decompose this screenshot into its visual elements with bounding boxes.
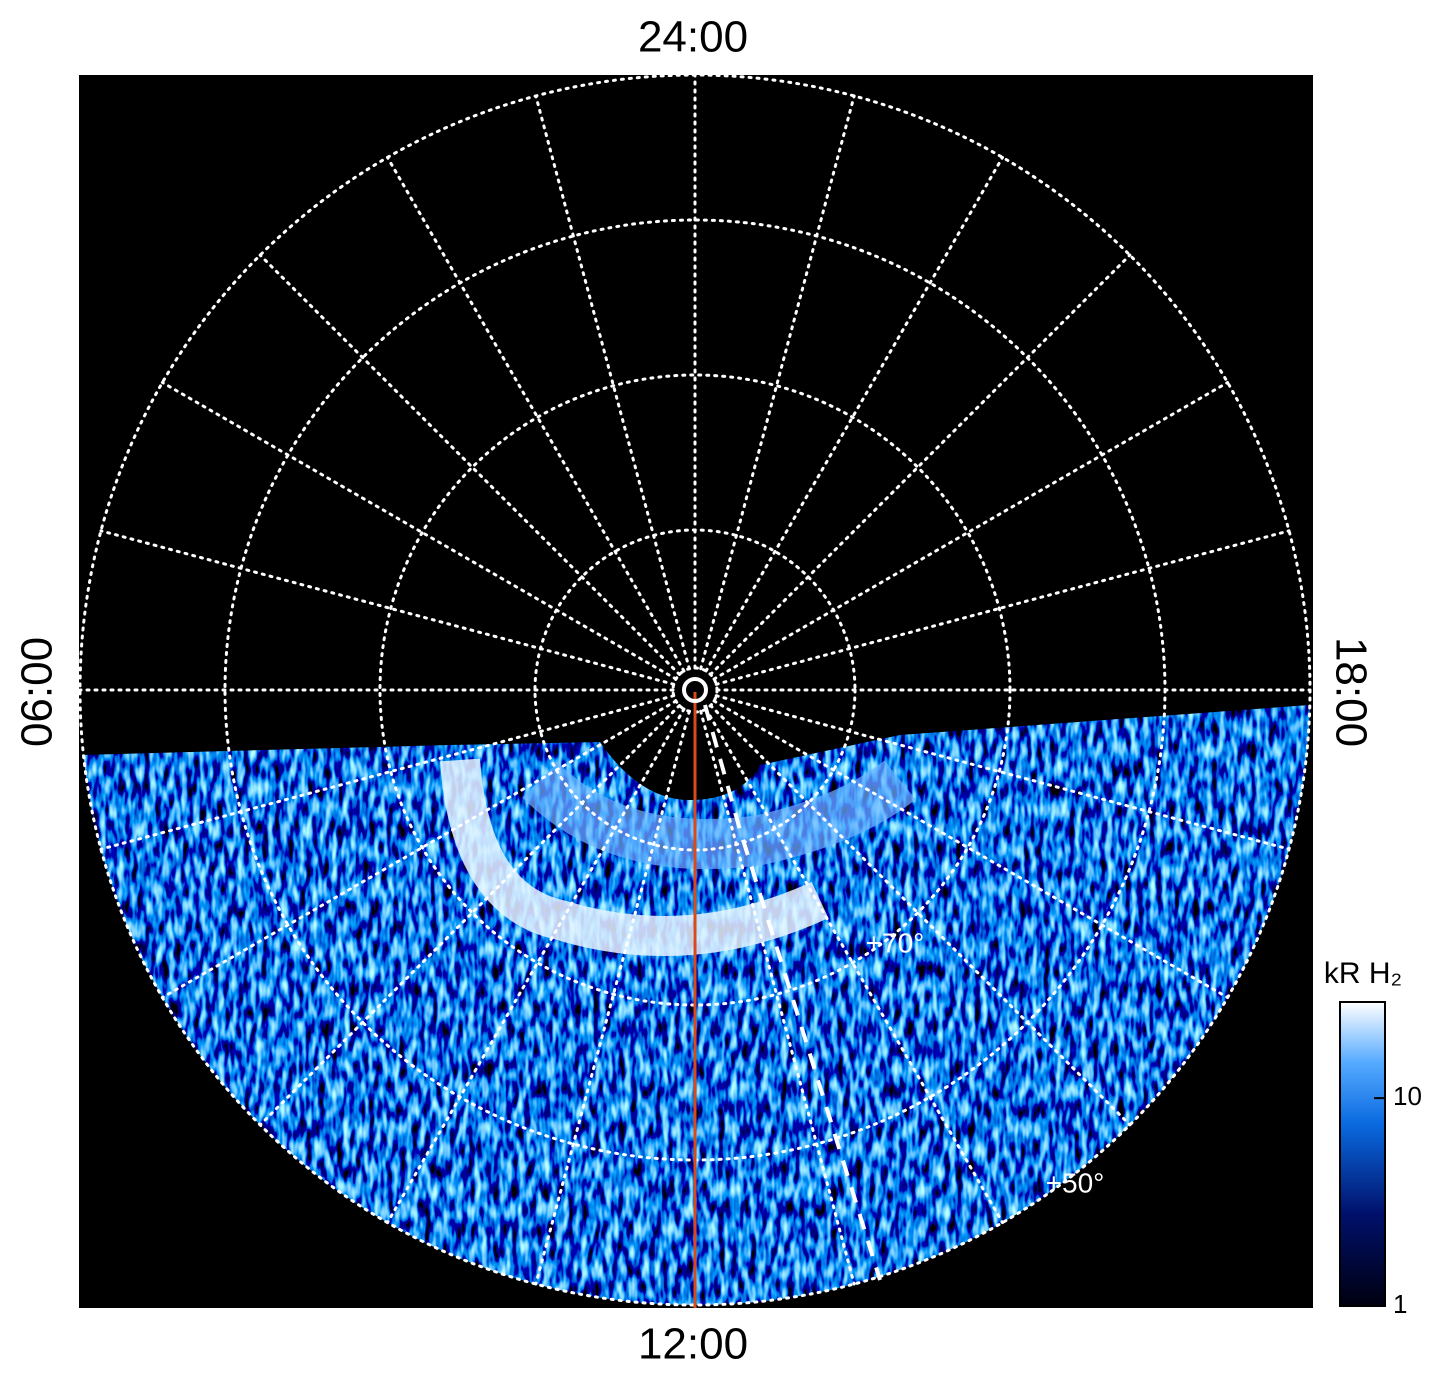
local-time-label: 18:00 [1326,637,1375,747]
meridian [714,694,1291,851]
colorbar-ticks: 1 10 [1374,1081,1422,1319]
meridian [712,699,1230,999]
meridian [386,707,686,1225]
grid [78,73,1312,1307]
colorbar [1339,1001,1386,1307]
meridian [534,709,691,1286]
meridian [160,381,678,681]
local-time-label: 06:00 [13,637,62,747]
meridian [709,253,1132,676]
colorbar-tick-label: 10 [1393,1081,1422,1111]
latitude-label: +70° [866,927,925,958]
local-time-label: 24:00 [638,13,748,62]
meridian [699,709,856,1286]
meridian [704,155,1004,673]
colorbar-tick-label: 1 [1393,1289,1407,1319]
meridian [160,699,678,999]
latitude-label: +50° [1046,1167,1105,1198]
meridian [534,94,691,671]
meridian [258,253,681,676]
meridian [99,529,676,686]
meridian [714,529,1291,686]
meridian [699,94,856,671]
meridian [99,694,676,851]
meridian [709,704,1132,1127]
dashed-track [703,704,882,1281]
meridian [712,381,1230,681]
meridian [258,704,681,1127]
meridian [386,155,686,673]
colorbar-title: kR H₂ [1324,957,1402,990]
pole-marker [682,677,708,703]
meridian [704,707,1004,1225]
local-time-label: 12:00 [638,1320,748,1369]
auroral-oval [440,758,829,956]
